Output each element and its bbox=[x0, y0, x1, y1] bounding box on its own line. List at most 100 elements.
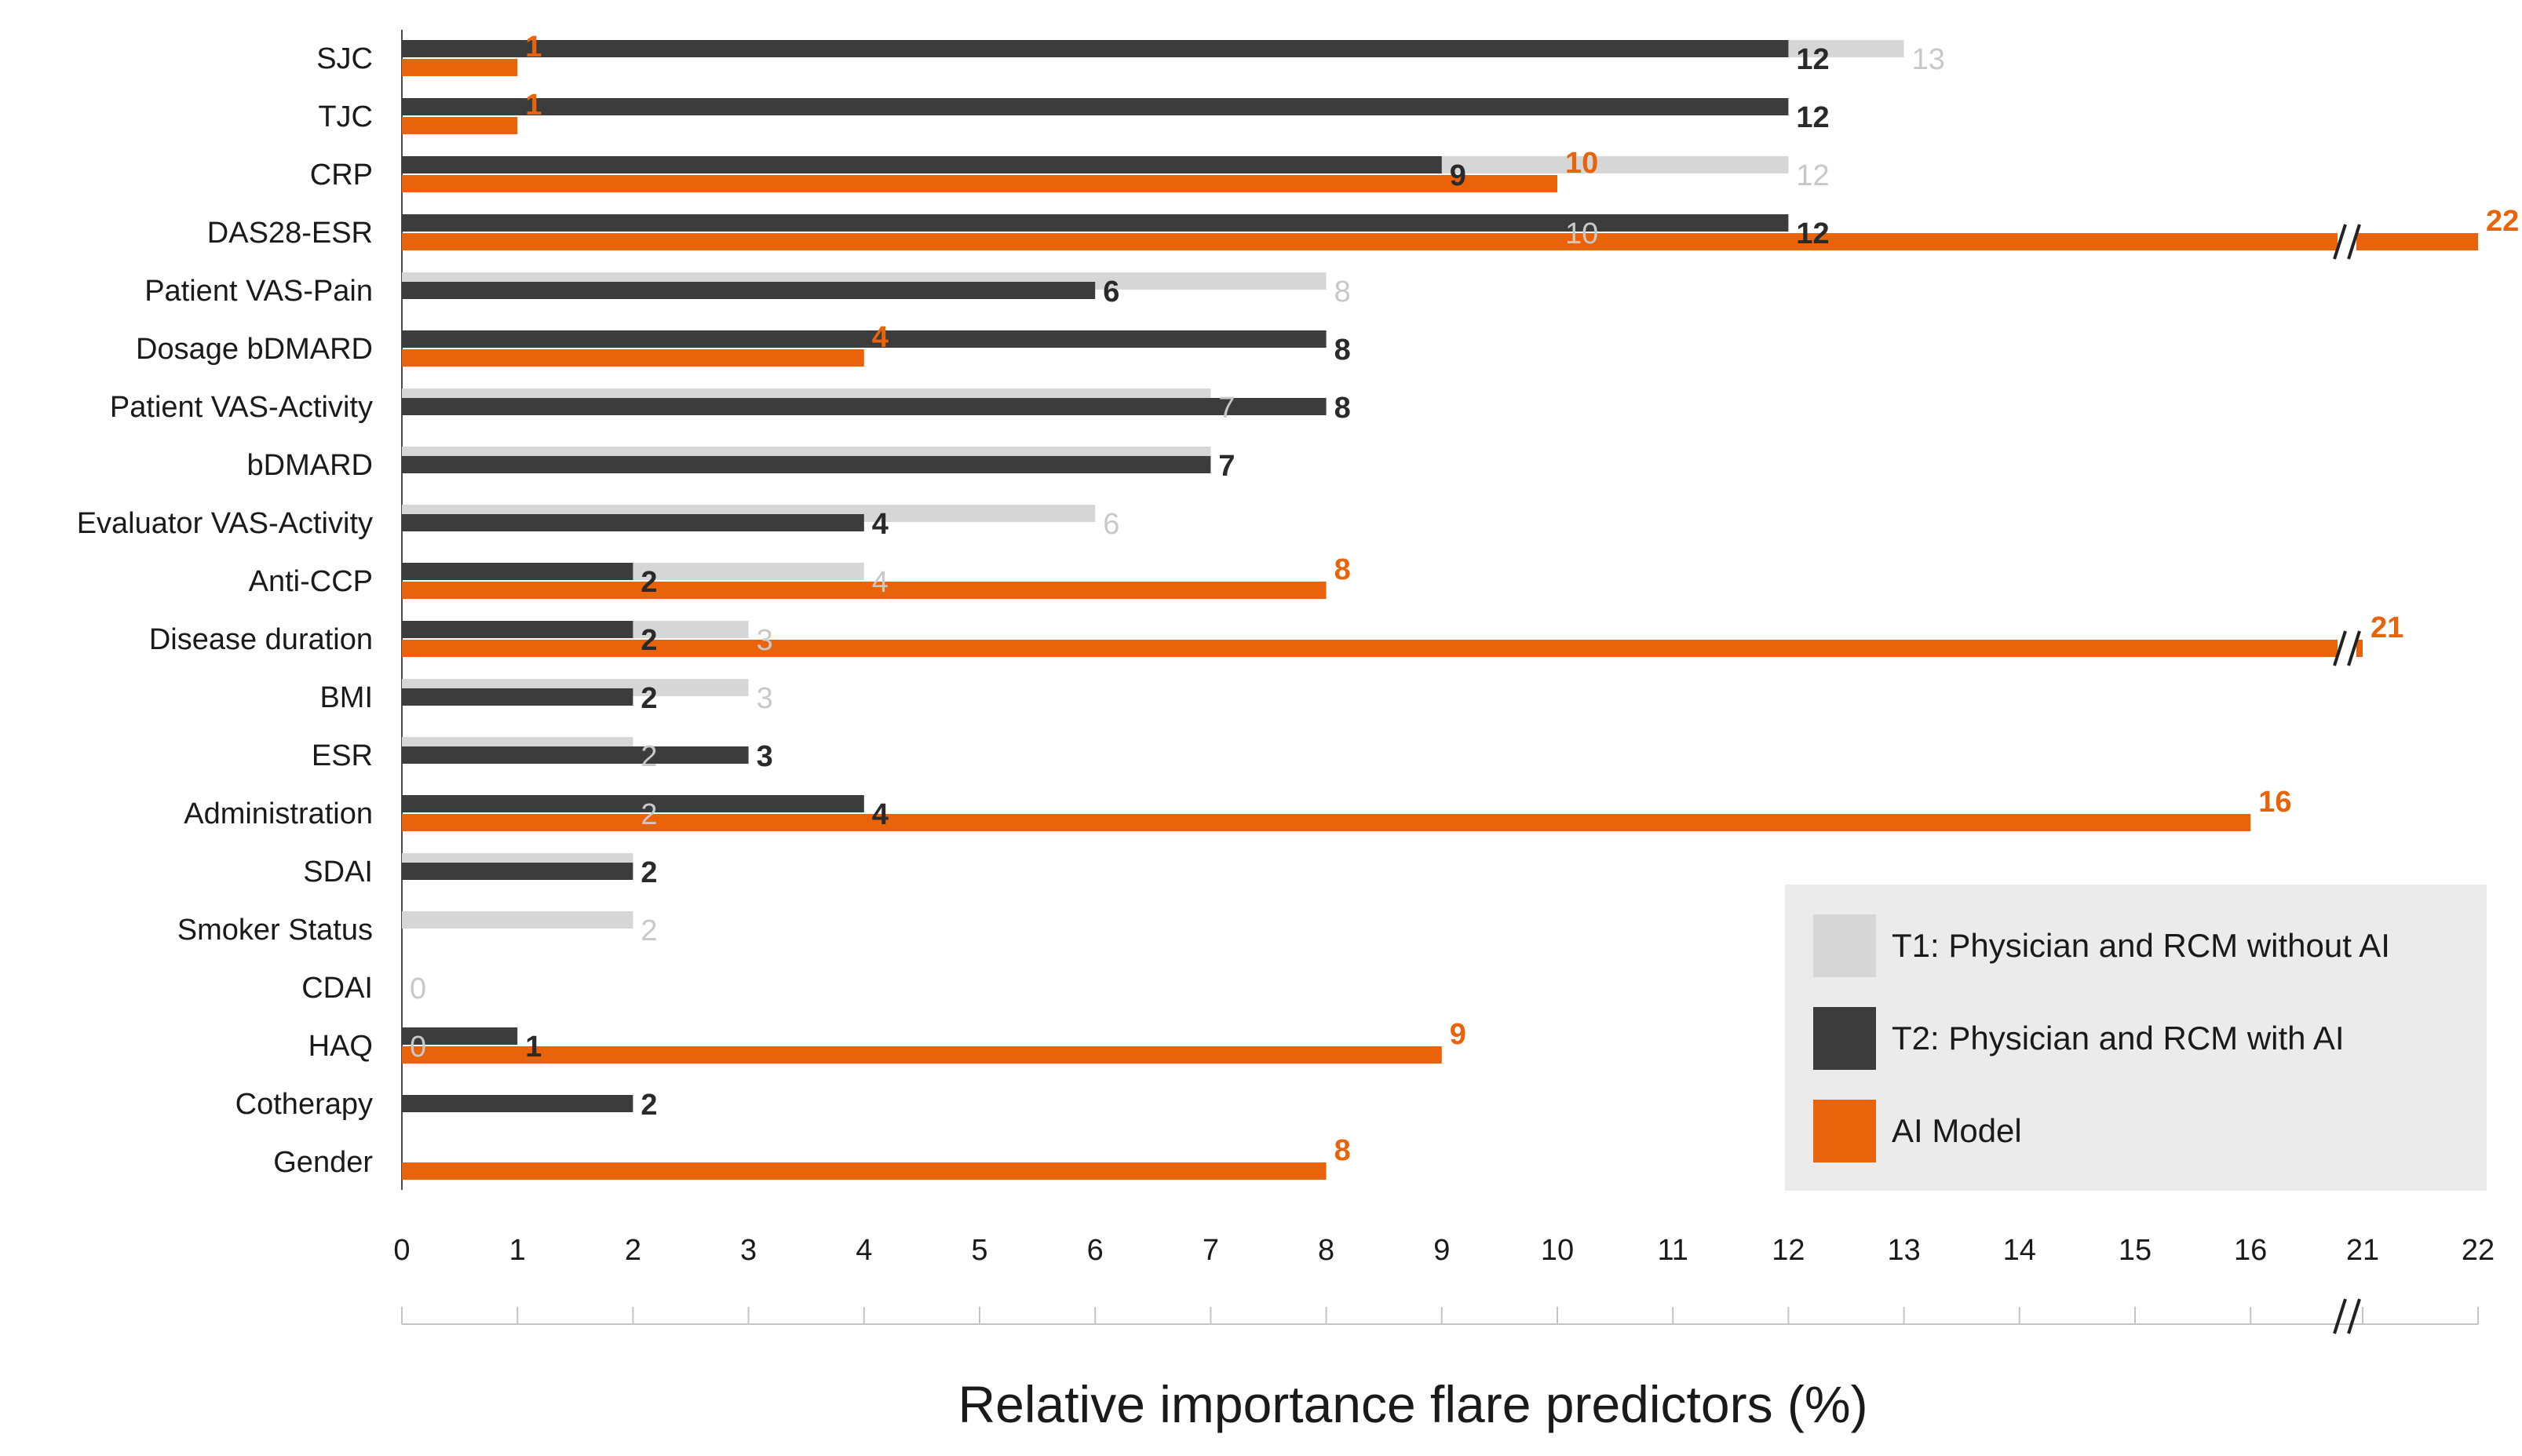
ai-bar-haq bbox=[402, 1046, 1442, 1064]
t2-bar-tjc bbox=[402, 98, 1789, 115]
category-label-anti-ccp: Anti-CCP bbox=[249, 565, 373, 598]
x-tick-label-10: 10 bbox=[1541, 1234, 1574, 1267]
t2-bar-das28-esr bbox=[402, 214, 1789, 232]
t2-bar-dosage-bdmard bbox=[402, 330, 1327, 348]
category-label-das28-esr: DAS28-ESR bbox=[207, 217, 373, 250]
ai-value-label-crp: 10 bbox=[1565, 147, 1598, 180]
t2-value-label-esr: 3 bbox=[757, 740, 773, 773]
ai-bar-crp bbox=[402, 175, 1557, 192]
category-label-disease-duration: Disease duration bbox=[149, 623, 373, 656]
x-tick-label-9: 9 bbox=[1433, 1234, 1450, 1267]
t1-bar-smoker-status bbox=[402, 911, 633, 929]
x-tick-label-2: 2 bbox=[625, 1234, 641, 1267]
t1-value-label-bdmard: 7 bbox=[1218, 450, 1235, 483]
ai-value-label-dosage-bdmard: 4 bbox=[872, 321, 889, 354]
t2-bar-cotherapy bbox=[402, 1095, 633, 1112]
x-tick-label-13: 13 bbox=[1887, 1234, 1920, 1267]
legend-swatch-3 bbox=[1813, 1100, 1876, 1162]
x-axis-break-mark bbox=[2333, 1298, 2361, 1334]
t2-bar-evaluator-vas-activity bbox=[402, 514, 864, 531]
t2-value-label-patient-vas-activity: 8 bbox=[1334, 392, 1351, 425]
t2-bar-sjc bbox=[402, 40, 1789, 57]
ai-value-label-anti-ccp: 8 bbox=[1334, 553, 1351, 586]
t1-value-label-tjc: 12 bbox=[1796, 101, 1829, 134]
legend-label-1: T1: Physician and RCM without AI bbox=[1892, 927, 2390, 964]
x-tick-label-15: 15 bbox=[2119, 1234, 2152, 1267]
t2-value-label-dosage-bdmard: 8 bbox=[1334, 334, 1351, 367]
t2-value-label-patient-vas-pain: 6 bbox=[1103, 276, 1119, 308]
t2-value-label-cotherapy: 2 bbox=[641, 1089, 657, 1122]
t1-value-label-anti-ccp: 4 bbox=[872, 566, 889, 599]
ai-bar-administration bbox=[402, 814, 2251, 831]
t2-value-label-anti-ccp: 2 bbox=[641, 566, 657, 599]
t2-value-label-administration: 4 bbox=[872, 798, 889, 831]
t1-value-label-patient-vas-activity: 7 bbox=[1218, 392, 1235, 425]
t2-bar-esr bbox=[402, 746, 749, 764]
t2-value-label-haq: 1 bbox=[525, 1031, 542, 1064]
ai-value-label-gender: 8 bbox=[1334, 1134, 1351, 1167]
x-tick-label-1: 1 bbox=[509, 1234, 526, 1267]
x-tick-label-3: 3 bbox=[740, 1234, 757, 1267]
x-tick-label-22: 22 bbox=[2462, 1234, 2495, 1267]
legend-swatch-1 bbox=[1813, 914, 1876, 977]
x-tick-label-11: 11 bbox=[1657, 1234, 1688, 1267]
t2-bar-patient-vas-pain bbox=[402, 282, 1096, 299]
axis-break-mark-das28-esr-stroke bbox=[2333, 224, 2347, 260]
axis-break-mark-disease-duration bbox=[2333, 630, 2361, 666]
legend-box bbox=[1785, 885, 2487, 1191]
axis-break-mark-disease-duration-stroke bbox=[2347, 630, 2361, 666]
ai-bar-sjc bbox=[402, 59, 518, 76]
legend-label-2: T2: Physician and RCM with AI bbox=[1892, 1020, 2345, 1056]
category-label-bdmard: bDMARD bbox=[247, 449, 373, 482]
category-label-bmi: BMI bbox=[319, 681, 373, 714]
t2-value-label-sdai: 2 bbox=[641, 856, 657, 889]
ai-bar-anti-ccp bbox=[402, 582, 1327, 599]
t1-value-label-cdai: 0 bbox=[410, 972, 426, 1005]
t1-value-label-evaluator-vas-activity: 6 bbox=[1103, 508, 1119, 541]
t2-bar-bmi bbox=[402, 688, 633, 706]
legend-label-3: AI Model bbox=[1892, 1112, 2022, 1149]
t2-value-label-das28-esr: 12 bbox=[1796, 217, 1829, 250]
x-tick-label-6: 6 bbox=[1087, 1234, 1104, 1267]
legend-swatch-2 bbox=[1813, 1007, 1876, 1070]
category-label-evaluator-vas-activity: Evaluator VAS-Activity bbox=[77, 507, 373, 540]
t1-value-label-bmi: 3 bbox=[757, 682, 773, 715]
category-label-patient-vas-activity: Patient VAS-Activity bbox=[110, 391, 373, 424]
category-label-tjc: TJC bbox=[318, 100, 373, 133]
t2-bar-administration bbox=[402, 795, 864, 812]
t2-bar-bdmard bbox=[402, 456, 1211, 473]
t1-value-label-sdai: 2 bbox=[641, 856, 657, 889]
t1-value-label-smoker-status: 2 bbox=[641, 914, 657, 947]
x-tick-label-12: 12 bbox=[1772, 1234, 1805, 1267]
t2-bar-crp bbox=[402, 156, 1442, 173]
category-label-crp: CRP bbox=[310, 159, 373, 192]
ai-bar-disease-duration bbox=[402, 640, 2363, 657]
ai-value-label-tjc: 1 bbox=[525, 89, 542, 122]
x-tick-label-8: 8 bbox=[1318, 1234, 1334, 1267]
category-label-smoker-status: Smoker Status bbox=[177, 914, 373, 947]
category-label-sdai: SDAI bbox=[303, 856, 373, 889]
t2-value-label-evaluator-vas-activity: 4 bbox=[872, 508, 889, 541]
t1-value-label-esr: 2 bbox=[641, 740, 657, 773]
x-tick-label-5: 5 bbox=[971, 1234, 987, 1267]
category-label-haq: HAQ bbox=[308, 1030, 373, 1063]
t2-bar-haq bbox=[402, 1027, 518, 1045]
x-tick-label-16: 16 bbox=[2234, 1234, 2267, 1267]
t1-value-label-crp: 12 bbox=[1796, 159, 1829, 192]
t2-value-label-tjc: 12 bbox=[1796, 101, 1829, 134]
x-tick-label-21: 21 bbox=[2346, 1234, 2379, 1267]
category-label-sjc: SJC bbox=[316, 42, 373, 75]
t1-value-label-dosage-bdmard: 8 bbox=[1334, 334, 1351, 367]
ai-bar-das28-esr bbox=[402, 233, 2478, 250]
x-axis-break-mark-stroke bbox=[2347, 1298, 2361, 1334]
t1-value-label-administration: 2 bbox=[641, 798, 657, 831]
t1-value-label-das28-esr: 10 bbox=[1565, 217, 1598, 250]
t2-value-label-disease-duration: 2 bbox=[641, 624, 657, 657]
x-tick-label-4: 4 bbox=[856, 1234, 872, 1267]
ai-value-label-administration: 16 bbox=[2258, 786, 2291, 819]
t2-value-label-bdmard: 7 bbox=[1218, 450, 1235, 483]
x-axis-title: Relative importance flare predictors (%) bbox=[958, 1375, 1867, 1433]
t2-value-label-crp: 9 bbox=[1450, 159, 1466, 192]
